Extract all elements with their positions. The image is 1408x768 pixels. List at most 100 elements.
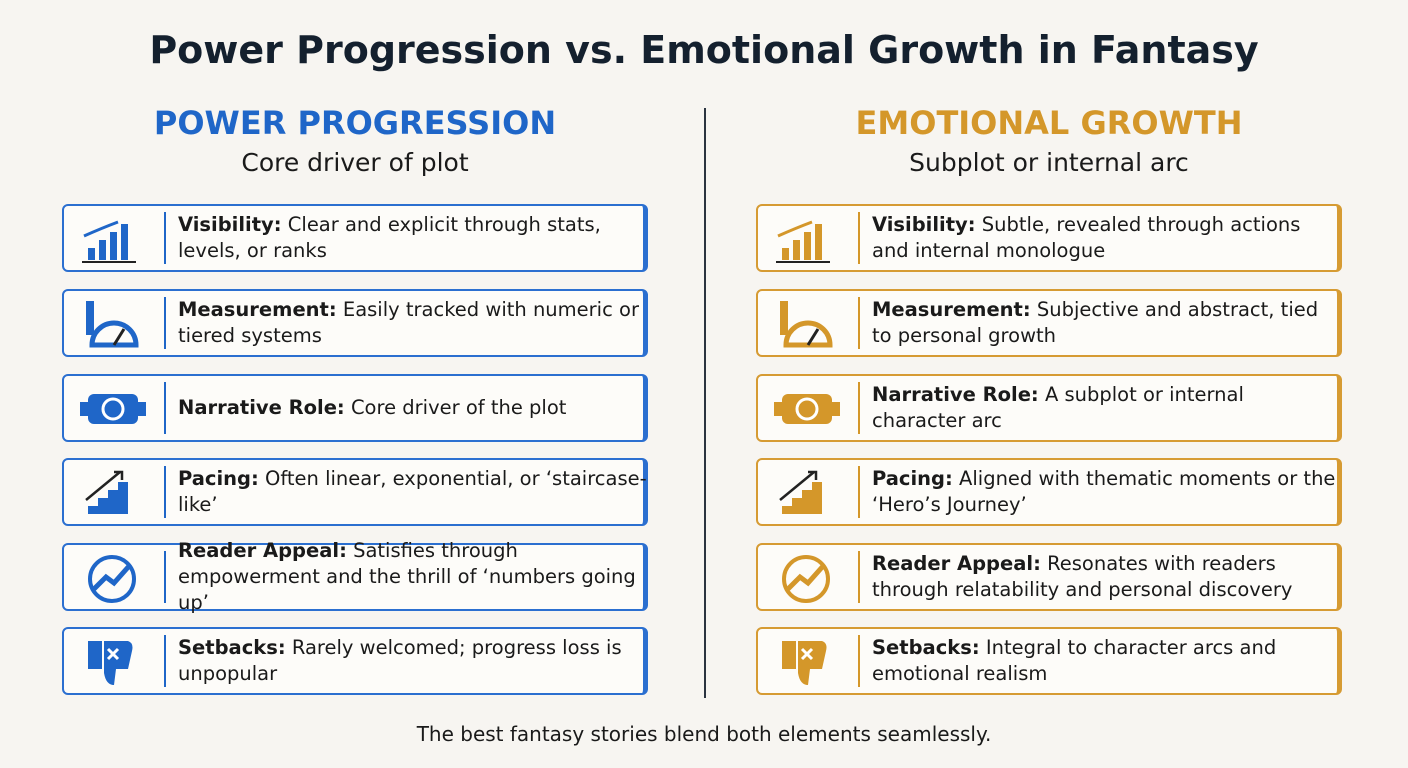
row-text: Reader Appeal: Resonates with readers th… — [872, 545, 1342, 609]
row-label: Setbacks: — [872, 636, 980, 659]
row-label: Reader Appeal: — [178, 539, 347, 562]
row-content: Pacing: Aligned with thematic moments or… — [872, 466, 1342, 518]
row-icon — [64, 460, 164, 524]
row-label: Narrative Role: — [178, 396, 345, 419]
row-separator — [164, 212, 166, 264]
row-icon — [758, 545, 858, 609]
row-icon — [64, 629, 164, 693]
row-content: Visibility: Clear and explicit through s… — [178, 212, 648, 264]
row-content: Setbacks: Rarely welcomed; progress loss… — [178, 635, 648, 687]
row-description: Core driver of the plot — [350, 396, 567, 419]
row-description: Clear and explicit through stats, levels… — [178, 213, 601, 262]
row-separator — [858, 212, 860, 264]
row-text: Reader Appeal: Satisfies through empower… — [178, 539, 648, 614]
row-card: Setbacks: Rarely welcomed; progress loss… — [62, 627, 648, 695]
row-content: Reader Appeal: Satisfies through empower… — [178, 538, 648, 616]
row-description: Rarely welcomed; progress loss is unpopu… — [178, 636, 622, 685]
row-text: Pacing: Often linear, exponential, or ‘s… — [178, 460, 648, 524]
icon — [774, 394, 840, 424]
row-text: Visibility: Clear and explicit through s… — [178, 206, 648, 270]
row-card: Pacing: Often linear, exponential, or ‘s… — [62, 458, 648, 526]
row-text: Narrative Role: Core driver of the plot — [178, 376, 648, 440]
title: Power Progression vs. Emotional Growth i… — [149, 28, 1259, 72]
row-icon — [64, 206, 164, 270]
row-separator — [164, 382, 166, 434]
row-description: Subjective and abstract, tied to persona… — [872, 298, 1319, 347]
row-card: Setbacks: Integral to character arcs and… — [756, 627, 1342, 695]
row-icon — [64, 545, 164, 609]
row-content: Pacing: Often linear, exponential, or ‘s… — [178, 466, 648, 518]
row-card: Measurement: Easily tracked with numeric… — [62, 289, 648, 357]
row-description: Aligned with thematic moments or the ‘He… — [872, 467, 1336, 516]
row-separator — [858, 466, 860, 518]
row-label: Visibility: — [178, 213, 282, 236]
row-text: Setbacks: Integral to character arcs and… — [872, 629, 1342, 693]
icon — [776, 220, 830, 263]
row-description: Easily tracked with numeric or tiered sy… — [178, 298, 639, 347]
row-label: Pacing: — [872, 467, 953, 490]
row-card: Narrative Role: A subplot or internal ch… — [756, 374, 1342, 442]
row-card: Reader Appeal: Resonates with readers th… — [756, 543, 1342, 611]
row-content: Narrative Role: A subplot or internal ch… — [872, 382, 1342, 434]
icon — [782, 641, 827, 685]
row-label: Narrative Role: — [872, 383, 1039, 406]
row-content: Narrative Role: Core driver of the plot — [178, 395, 566, 421]
row-card: Reader Appeal: Satisfies through empower… — [62, 539, 648, 614]
column-subtitle: Core driver of plot — [241, 148, 469, 177]
row-icon — [758, 629, 858, 693]
column-heading: POWER PROGRESSION — [153, 104, 557, 142]
row-icon — [758, 376, 858, 440]
row-separator — [164, 551, 166, 603]
row-content: Setbacks: Integral to character arcs and… — [872, 635, 1342, 687]
row-separator — [858, 297, 860, 349]
row-separator — [858, 635, 860, 687]
row-description: Integral to character arcs and emotional… — [872, 636, 1277, 685]
row-content: Reader Appeal: Resonates with readers th… — [872, 551, 1342, 603]
row-icon — [758, 206, 858, 270]
row-text: Measurement: Easily tracked with numeric… — [178, 291, 648, 355]
icon — [85, 470, 128, 514]
row-icon — [758, 291, 858, 355]
icon — [88, 555, 136, 603]
row-description: Subtle, revealed through actions and int… — [872, 213, 1301, 262]
row-label: Setbacks: — [178, 636, 286, 659]
row-separator — [164, 466, 166, 518]
row-label: Measurement: — [872, 298, 1031, 321]
row-card: Pacing: Aligned with thematic moments or… — [756, 458, 1342, 526]
row-text: Visibility: Subtle, revealed through act… — [872, 206, 1342, 270]
column-subtitle: Subplot or internal arc — [909, 148, 1189, 177]
row-content: Measurement: Easily tracked with numeric… — [178, 297, 648, 349]
row-icon — [64, 376, 164, 440]
icon — [88, 641, 133, 685]
row-label: Pacing: — [178, 467, 259, 490]
row-description: Resonates with readers through relatabil… — [872, 552, 1293, 601]
row-label: Measurement: — [178, 298, 337, 321]
row-description: A subplot or internal character arc — [872, 383, 1244, 432]
row-description: Often linear, exponential, or ‘staircase… — [178, 467, 647, 516]
row-separator — [164, 635, 166, 687]
footer: The best fantasy stories blend both elem… — [416, 722, 992, 746]
icon — [780, 301, 833, 348]
icon — [82, 220, 136, 263]
row-content: Measurement: Subjective and abstract, ti… — [872, 297, 1342, 349]
icon — [80, 394, 146, 424]
row-card: Narrative Role: Core driver of the plot — [62, 374, 648, 442]
icon — [86, 301, 139, 348]
row-card: Visibility: Clear and explicit through s… — [62, 204, 648, 272]
row-text: Narrative Role: A subplot or internal ch… — [872, 376, 1342, 440]
row-content: Visibility: Subtle, revealed through act… — [872, 212, 1342, 264]
column-heading: EMOTIONAL GROWTH — [855, 104, 1243, 142]
row-text: Measurement: Subjective and abstract, ti… — [872, 291, 1342, 355]
row-icon — [758, 460, 858, 524]
row-text: Pacing: Aligned with thematic moments or… — [872, 460, 1342, 524]
row-icon — [64, 291, 164, 355]
divider — [704, 108, 706, 698]
icon — [782, 555, 830, 603]
row-text: Setbacks: Rarely welcomed; progress loss… — [178, 629, 648, 693]
row-label: Reader Appeal: — [872, 552, 1041, 575]
row-card: Visibility: Subtle, revealed through act… — [756, 204, 1342, 272]
row-separator — [858, 382, 860, 434]
row-label: Visibility: — [872, 213, 976, 236]
row-card: Measurement: Subjective and abstract, ti… — [756, 289, 1342, 357]
